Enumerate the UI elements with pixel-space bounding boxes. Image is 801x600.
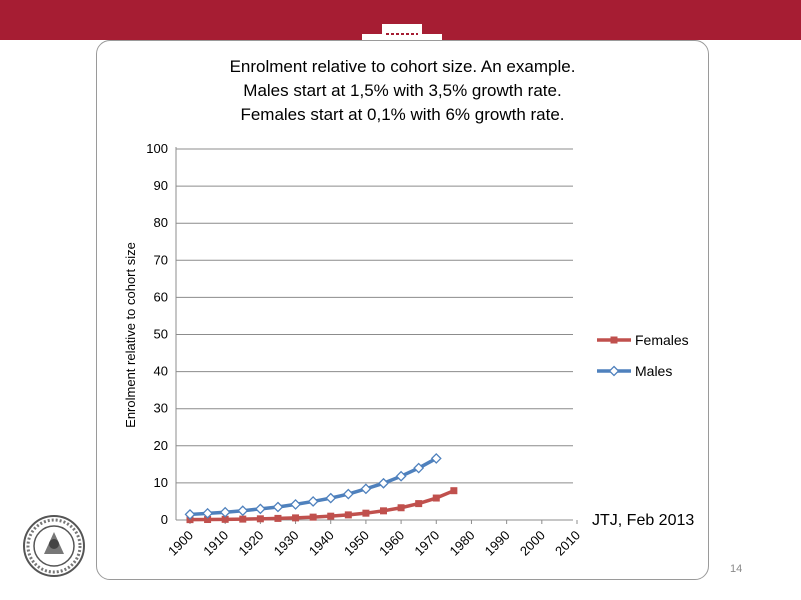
x-tick-label: 1960	[376, 528, 407, 559]
y-tick-label: 40	[154, 364, 168, 379]
data-point-females	[274, 514, 282, 522]
legend-marker-females	[610, 336, 618, 344]
x-tick-label: 1970	[411, 528, 442, 559]
data-point-females	[344, 511, 352, 519]
data-point-males	[184, 509, 196, 520]
data-point-females	[204, 516, 212, 524]
data-point-males	[219, 506, 231, 518]
data-point-females	[327, 512, 335, 520]
data-point-males	[378, 477, 389, 489]
x-tick-label: 1910	[200, 528, 231, 559]
y-tick-label: 10	[154, 475, 168, 490]
legend-label-males: Males	[635, 363, 672, 379]
data-point-females	[380, 507, 387, 515]
data-point-males	[272, 501, 284, 513]
y-tick-label: 60	[154, 289, 168, 304]
x-tick-label: 1950	[341, 528, 372, 559]
x-tick-label: 2000	[517, 528, 548, 559]
x-tick-label: 1920	[235, 528, 266, 559]
chart-card	[96, 40, 709, 580]
data-point-males	[413, 462, 425, 474]
y-tick-label: 80	[154, 215, 168, 230]
university-seal-icon	[23, 515, 85, 577]
header-emblem	[362, 24, 442, 42]
chart-title: Enrolment relative to cohort size. An ex…	[96, 55, 709, 127]
data-point-males	[395, 470, 407, 482]
data-point-females	[450, 487, 458, 495]
data-point-females	[432, 494, 440, 502]
chart-title-line-3: Females start at 0,1% with 6% growth rat…	[240, 105, 565, 124]
data-point-females	[221, 515, 229, 523]
data-point-females	[397, 504, 405, 512]
y-tick-label: 50	[154, 327, 168, 342]
series-line-females	[188, 488, 456, 522]
chart-title-line-1: Enrolment relative to cohort size. An ex…	[229, 57, 576, 76]
x-tick-label: 1900	[165, 528, 196, 559]
data-point-females	[415, 500, 423, 508]
slide-number: 14	[730, 563, 743, 575]
data-point-males	[290, 498, 301, 510]
data-point-males	[325, 492, 337, 504]
chart-title-line-2: Males start at 1,5% with 3,5% growth rat…	[243, 81, 562, 100]
y-axis-label: Enrolment relative to cohort size	[123, 242, 138, 428]
y-tick-label: 70	[154, 252, 168, 267]
data-point-females	[292, 514, 300, 522]
y-tick-label: 20	[154, 438, 168, 453]
y-tick-label: 100	[146, 141, 168, 156]
y-tick-label: 90	[154, 178, 168, 193]
data-point-males	[307, 496, 319, 507]
data-point-males	[237, 505, 249, 517]
data-point-females	[362, 509, 370, 517]
data-point-females	[309, 513, 317, 521]
legend-label-females: Females	[635, 332, 689, 348]
x-tick-label: 2010	[552, 528, 583, 559]
data-point-males	[202, 507, 214, 519]
x-tick-label: 1930	[271, 528, 302, 559]
data-point-females	[256, 515, 264, 523]
data-point-males	[430, 452, 442, 464]
y-tick-label: 30	[154, 401, 168, 416]
data-point-males	[360, 483, 372, 495]
x-tick-label: 1980	[447, 528, 478, 559]
x-tick-label: 1940	[306, 528, 337, 559]
author-note: JTJ, Feb 2013	[592, 512, 695, 529]
legend-marker-males	[608, 365, 620, 377]
data-point-females	[239, 515, 247, 523]
x-tick-label: 1990	[482, 528, 513, 559]
data-point-males	[254, 503, 266, 515]
data-point-males	[342, 488, 354, 500]
y-tick-label: 0	[161, 512, 168, 527]
